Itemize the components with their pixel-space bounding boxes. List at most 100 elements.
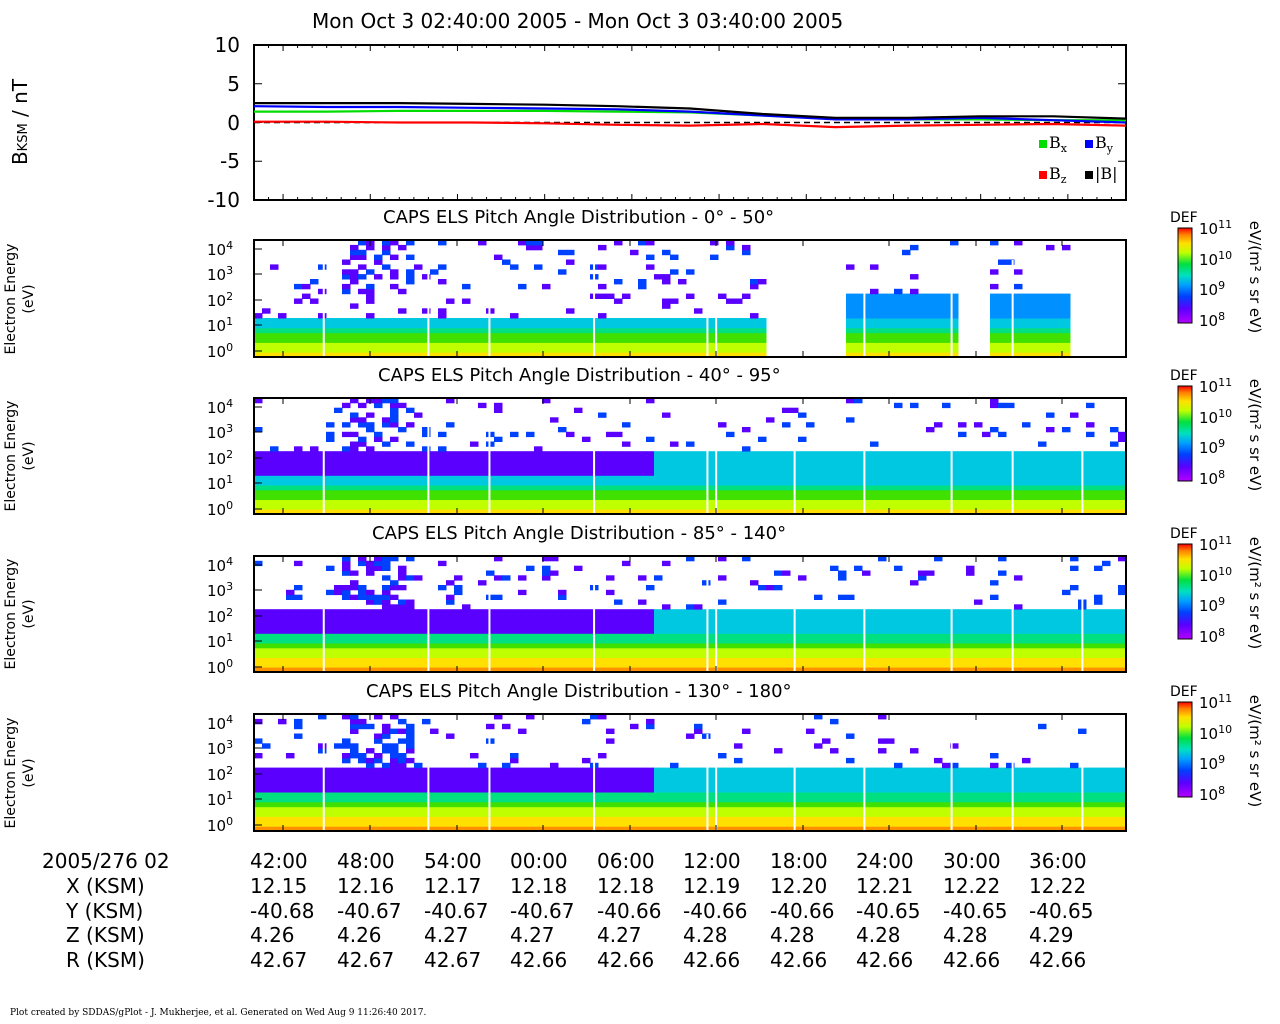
- spectrogram-cell: [574, 662, 583, 668]
- spectrogram-cell: [542, 811, 551, 817]
- spectrogram-cell: [702, 352, 711, 358]
- spectrogram-cell: [654, 465, 663, 471]
- spectrogram-cell: [966, 470, 975, 476]
- spectrogram-cell: [878, 332, 887, 338]
- spectrogram-cell: [470, 643, 479, 649]
- spectrogram-cell: [406, 723, 415, 730]
- spectrogram-cell: [310, 772, 319, 778]
- spectrogram-cell: [406, 480, 415, 486]
- spectrogram-cell: [998, 638, 1007, 644]
- spectrogram-cell: [518, 787, 527, 793]
- spectrogram-cell: [1046, 657, 1055, 663]
- spectrogram-cell: [438, 240, 447, 246]
- spectrogram-cell: [462, 485, 471, 491]
- spectrogram-cell: [454, 633, 463, 639]
- spectrogram-cell: [326, 451, 335, 457]
- spectrogram-cell: [390, 456, 399, 462]
- spectrogram-cell: [742, 460, 751, 467]
- spectrogram-cell: [1006, 298, 1015, 304]
- spectrogram-cell: [1014, 283, 1023, 290]
- spectrogram-cell: [438, 342, 447, 348]
- spectrogram-cell: [806, 504, 815, 510]
- spectrogram-cell: [326, 806, 335, 812]
- spectrogram-cell: [382, 623, 391, 629]
- spectrogram-cell: [718, 352, 727, 358]
- spectrogram-cell: [710, 647, 719, 654]
- spectrogram-cell: [278, 475, 287, 481]
- spectrogram-cell: [598, 618, 607, 625]
- spectrogram-cell: [510, 460, 519, 467]
- spectrogram-cell: [726, 460, 735, 467]
- spectrogram-cell: [750, 623, 759, 629]
- spectrogram-cell: [350, 811, 359, 817]
- spectrogram-cell: [582, 494, 591, 500]
- spectrogram-cell: [342, 667, 351, 673]
- spectrogram-cell: [574, 494, 583, 500]
- spectrogram-cell: [558, 652, 567, 658]
- spectrogram-cell: [446, 594, 455, 600]
- spectrogram-cell: [550, 782, 559, 788]
- spectrogram-cell: [782, 489, 791, 496]
- spectrogram-cell: [254, 489, 263, 496]
- spectrogram-cell: [278, 782, 287, 788]
- spectrogram-cell: [1038, 480, 1047, 486]
- spectrogram-cell: [638, 460, 647, 467]
- spectrogram-cell: [798, 480, 807, 486]
- spectrogram-cell: [278, 318, 287, 324]
- spectrogram-cell: [942, 489, 951, 496]
- spectrogram-cell: [1094, 460, 1103, 467]
- spectrogram-cell: [1094, 594, 1103, 600]
- spectrogram-cell: [430, 623, 439, 629]
- spectrogram-cell: [342, 402, 351, 409]
- spectrogram-cell: [854, 662, 863, 668]
- spectrogram-cell: [806, 652, 815, 658]
- spectrogram-cell: [686, 504, 695, 510]
- spectrogram-cell: [846, 327, 855, 334]
- spectrogram-cell: [502, 762, 511, 769]
- spectrogram-cell: [438, 787, 447, 793]
- spectrogram-cell: [478, 494, 487, 500]
- spectrogram-cell: [462, 470, 471, 476]
- spectrogram-cell: [502, 767, 511, 773]
- spectrogram-cell: [502, 667, 511, 673]
- spectrogram-cell: [478, 667, 487, 673]
- spectrogram-cell: [758, 499, 767, 505]
- spectrogram-cell: [902, 489, 911, 496]
- spectrogram-cell: [374, 431, 383, 438]
- spectrogram-cell: [374, 782, 383, 788]
- spectrogram-cell: [1110, 633, 1119, 639]
- spectrogram-cell: [326, 767, 335, 773]
- spectrogram-cell: [254, 821, 263, 827]
- spectrogram-cell: [726, 509, 735, 515]
- spectrogram-cell: [822, 633, 831, 639]
- spectrogram-cell: [614, 318, 623, 324]
- spectrogram-cell: [958, 628, 967, 634]
- spectrogram-cell: [990, 504, 999, 510]
- spectrogram-cell: [774, 509, 783, 515]
- spectrogram-cell: [542, 628, 551, 634]
- spectrogram-cell: [518, 801, 527, 808]
- spectrogram-cell: [254, 806, 263, 812]
- spectrogram-cell: [870, 451, 879, 457]
- spectrogram-cell: [630, 618, 639, 625]
- spectrogram-cell: [430, 504, 439, 510]
- spectrogram-cell: [422, 647, 431, 654]
- spectrogram-cell: [1006, 332, 1015, 338]
- spectrogram-cell: [670, 460, 679, 467]
- spectrogram-cell: [390, 638, 399, 644]
- spectrogram-cell: [302, 293, 311, 299]
- spectrogram-cell: [270, 475, 279, 481]
- spectrogram-cell: [286, 816, 295, 822]
- spectrogram-cell: [302, 777, 311, 783]
- spectrogram-cell: [406, 318, 415, 324]
- spectrogram-cell: [350, 772, 359, 778]
- spectrogram-cell: [758, 662, 767, 668]
- spectrogram-cell: [390, 327, 399, 334]
- spectrogram-cell: [614, 643, 623, 649]
- spectrogram-cell: [382, 777, 391, 783]
- spectrogram-cell: [1086, 489, 1095, 496]
- spectrogram-cell: [302, 283, 311, 290]
- spectrogram-cell: [438, 609, 447, 615]
- spectrogram-cell: [510, 753, 519, 759]
- spectrogram-cell: [846, 647, 855, 654]
